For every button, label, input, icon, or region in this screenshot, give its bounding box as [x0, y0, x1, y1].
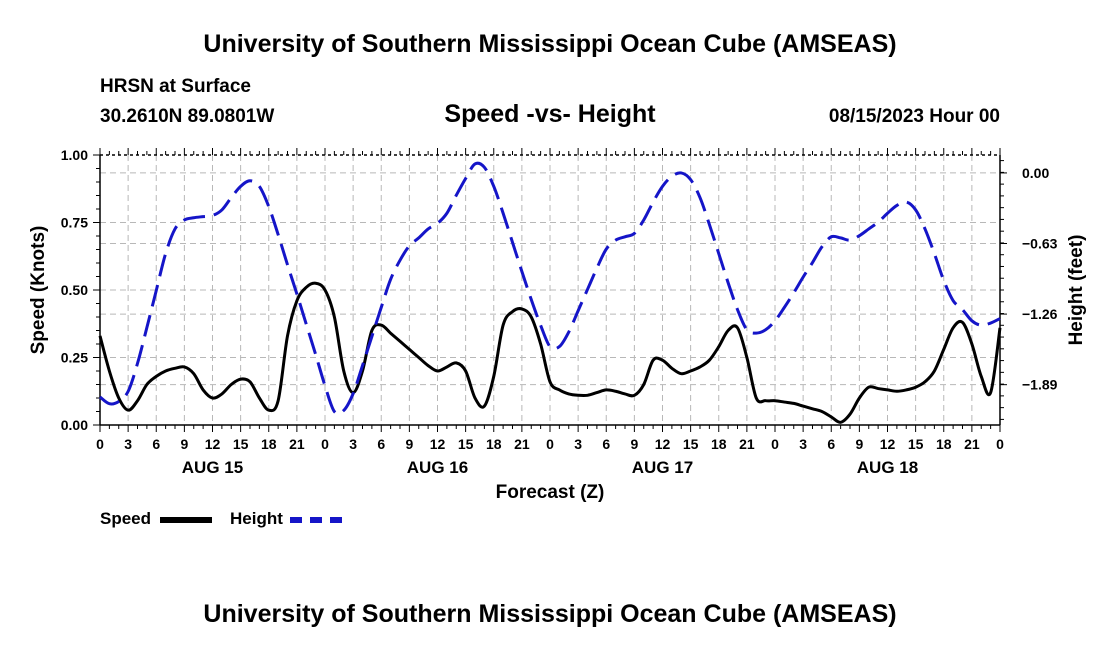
y-tick-label-left: 1.00 — [61, 147, 88, 163]
bottom-title: University of Southern Mississippi Ocean… — [203, 600, 897, 628]
y-tick-label-left: 0.00 — [61, 417, 88, 433]
x-axis-label: Forecast (Z) — [495, 482, 605, 503]
x-tick-label: 9 — [855, 436, 863, 452]
x-tick-label: 21 — [289, 436, 305, 452]
x-tick-label: 21 — [514, 436, 530, 452]
y-tick-label-right: −1.89 — [1022, 377, 1058, 393]
series-height-line — [99, 161, 1001, 416]
y-tick-label-right: 0.00 — [1022, 165, 1049, 181]
x-tick-label: 3 — [799, 436, 807, 452]
legend-height-swatch — [290, 517, 342, 523]
station-label: HRSN at Surface — [100, 76, 251, 97]
legend-speed-swatch — [160, 517, 212, 523]
x-tick-label: 0 — [321, 436, 329, 452]
x-tick-label: 21 — [964, 436, 980, 452]
chart-title: Speed -vs- Height — [444, 100, 656, 128]
series-speed-line — [98, 281, 1002, 424]
x-tick-label: 6 — [827, 436, 835, 452]
x-day-label: AUG 17 — [632, 458, 693, 477]
y-tick-label-right: −1.26 — [1022, 306, 1058, 322]
x-tick-label: 0 — [546, 436, 554, 452]
x-tick-label: 0 — [96, 436, 104, 452]
x-tick-label: 15 — [908, 436, 924, 452]
y-tick-label-left: 0.75 — [61, 215, 88, 231]
coordinates-label: 30.2610N 89.0801W — [100, 106, 275, 127]
x-tick-label: 21 — [739, 436, 755, 452]
x-tick-label: 0 — [771, 436, 779, 452]
x-tick-label: 6 — [377, 436, 385, 452]
x-tick-label: 18 — [711, 436, 727, 452]
x-tick-label: 15 — [233, 436, 249, 452]
legend-speed-label: Speed — [100, 509, 152, 528]
x-tick-label: 9 — [180, 436, 188, 452]
x-tick-label: 9 — [630, 436, 638, 452]
x-tick-label: 15 — [458, 436, 474, 452]
x-tick-label: 18 — [486, 436, 502, 452]
x-tick-label: 0 — [996, 436, 1004, 452]
x-tick-label: 12 — [205, 436, 221, 452]
x-day-label: AUG 16 — [407, 458, 468, 477]
x-day-label: AUG 18 — [857, 458, 918, 477]
x-tick-label: 6 — [602, 436, 610, 452]
x-day-label: AUG 15 — [182, 458, 243, 477]
top-title: University of Southern Mississippi Ocean… — [203, 30, 897, 58]
x-tick-label: 3 — [574, 436, 582, 452]
legend-height-label: Height — [230, 509, 283, 528]
x-tick-label: 12 — [880, 436, 896, 452]
y-tick-label-left: 0.25 — [61, 350, 88, 366]
forecast-date: 08/15/2023 Hour 00 — [828, 106, 1000, 127]
x-tick-label: 15 — [683, 436, 699, 452]
x-tick-label: 3 — [349, 436, 357, 452]
x-tick-label: 18 — [936, 436, 952, 452]
x-tick-label: 9 — [405, 436, 413, 452]
x-tick-label: 3 — [124, 436, 132, 452]
x-tick-label: 6 — [152, 436, 160, 452]
x-tick-label: 12 — [655, 436, 671, 452]
x-tick-label: 12 — [430, 436, 446, 452]
y-tick-label-left: 0.50 — [61, 282, 88, 298]
y-axis-label-left: Speed (Knots) — [28, 226, 49, 355]
y-tick-label-right: −0.63 — [1022, 236, 1058, 252]
y-axis-label-right: Height (feet) — [1066, 235, 1087, 346]
x-tick-label: 18 — [261, 436, 277, 452]
